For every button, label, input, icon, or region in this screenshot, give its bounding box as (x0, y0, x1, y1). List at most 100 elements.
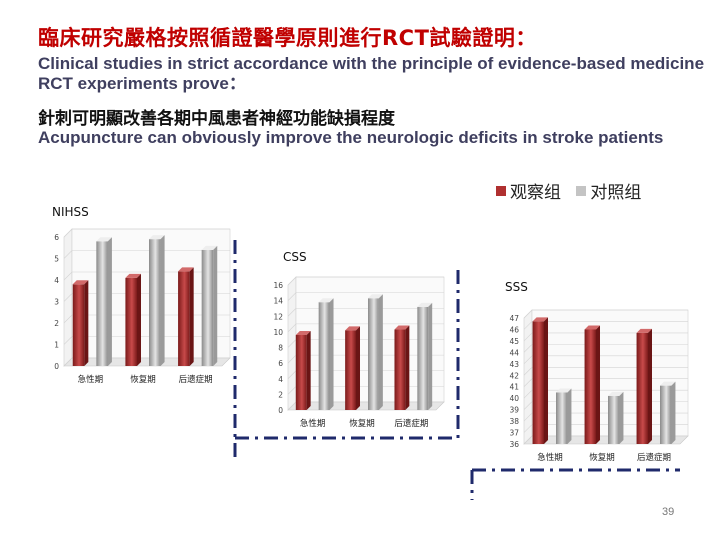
gridline (63, 271, 73, 281)
bar-top (394, 325, 410, 330)
gridline (523, 401, 533, 410)
chart-legend: 观察组 对照组 (496, 178, 651, 203)
y-tick-label: 14 (273, 297, 283, 306)
y-tick-label: 16 (273, 281, 283, 290)
gridline (287, 323, 297, 333)
bar-control (368, 298, 379, 410)
gridline (63, 250, 73, 259)
x-tick-label: 后遗症期 (637, 452, 671, 463)
bar-side (648, 328, 652, 444)
bar-side (137, 273, 141, 366)
legend-label: 对照组 (590, 183, 642, 203)
bar-side (671, 381, 676, 444)
y-tick-label: 42 (509, 371, 519, 380)
bar-observation (636, 332, 648, 444)
y-tick-label: 47 (509, 314, 519, 323)
bar-top (125, 273, 141, 278)
legend-label: 观察组 (510, 183, 561, 203)
gridline (287, 370, 297, 379)
x-tick-label: 恢复期 (130, 374, 156, 385)
bar-observation (394, 329, 406, 410)
y-tick-label: 45 (509, 337, 519, 346)
y-tick-label: 37 (509, 429, 519, 438)
y-tick-label: 1 (54, 341, 59, 350)
legend-item-observation: 观察组 (496, 183, 561, 203)
legend-swatch-control (576, 186, 587, 196)
bar-side (619, 391, 624, 444)
y-tick-label: 6 (54, 233, 59, 242)
bar-side (596, 325, 600, 444)
y-tick-label: 4 (54, 276, 59, 285)
x-tick-label: 急性期 (300, 418, 326, 429)
page-title-english: Clinical studies in strict accordance wi… (38, 54, 705, 93)
gridline (523, 321, 533, 330)
gridline (63, 336, 73, 345)
gridline (523, 378, 533, 387)
bar-observation (532, 321, 544, 444)
gridline (287, 292, 297, 301)
y-tick-label: 4 (278, 375, 283, 384)
gridline (287, 354, 297, 364)
y-tick-label: 44 (509, 348, 519, 357)
gridline (523, 367, 533, 376)
bar-observation (345, 330, 356, 410)
bar-side (405, 325, 410, 410)
gridline (63, 293, 73, 302)
bar-top (417, 302, 433, 307)
bar-top (636, 328, 652, 333)
y-tick-label: 0 (278, 406, 283, 415)
chart-title-sss: SSS (505, 280, 528, 294)
y-tick-label: 40 (509, 394, 519, 403)
bar-control (149, 239, 161, 366)
bar-control (608, 395, 620, 444)
y-tick-label: 46 (509, 325, 519, 334)
bar-side (567, 388, 572, 444)
bar-side (189, 267, 194, 366)
subtitle-english: Acupuncture can obviously improve the ne… (38, 128, 664, 147)
gridline (523, 344, 533, 353)
gridline (523, 309, 533, 319)
bar-top (72, 280, 89, 285)
x-tick-label: 急性期 (537, 452, 563, 463)
bar-top (96, 237, 112, 242)
gridline (523, 389, 533, 399)
bar-side (544, 317, 548, 444)
bar-control (417, 306, 429, 410)
bar-side (306, 331, 311, 410)
bar-top (201, 245, 218, 250)
page-title: 臨床研究嚴格按照循證醫學原則進行RCT試驗證明： (38, 26, 537, 50)
y-tick-label: 43 (509, 360, 519, 369)
bar-side (356, 326, 360, 410)
bar-side (160, 235, 165, 366)
bar-side (378, 294, 383, 410)
legend-item-control: 对照组 (576, 183, 641, 203)
bar-side (428, 302, 433, 410)
y-tick-label: 3 (54, 298, 59, 307)
bar-control (556, 392, 568, 444)
legend-swatch-observation (496, 186, 506, 196)
y-tick-label: 12 (273, 312, 283, 321)
bar-top (178, 267, 194, 272)
gridline (63, 357, 73, 367)
y-tick-label: 39 (509, 406, 519, 415)
bar-top (295, 331, 311, 335)
gridline (523, 355, 533, 365)
bar-observation (295, 335, 307, 410)
gridline (287, 401, 297, 411)
x-tick-label: 后遗症期 (394, 418, 428, 429)
bar-side (329, 298, 334, 410)
bar-top (149, 235, 165, 240)
gridline (523, 424, 533, 433)
gridline (523, 332, 533, 342)
y-tick-label: 2 (54, 319, 59, 328)
x-tick-label: 恢复期 (589, 452, 615, 463)
y-tick-label: 0 (54, 362, 59, 371)
gridline (287, 339, 297, 348)
y-tick-label: 6 (278, 359, 283, 368)
bar-control (318, 302, 330, 410)
page-number: 39 (662, 506, 675, 518)
chart-title-css: CSS (283, 250, 307, 264)
